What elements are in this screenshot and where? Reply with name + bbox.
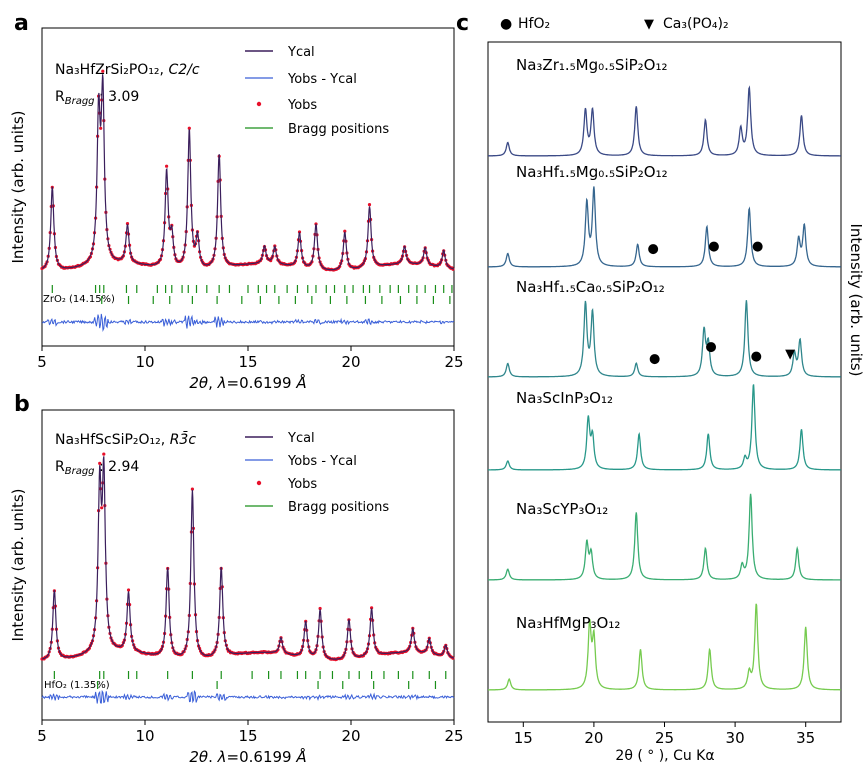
x-tick-label: 10 — [135, 727, 154, 745]
x-tick-label: 15 — [514, 729, 533, 747]
panel-a-diff-curve — [41, 313, 455, 332]
x-tick-label: 30 — [726, 729, 745, 747]
panel-b-rbragg: RBragg : 2.94 — [55, 459, 139, 477]
panel-b-xlabel: 2θ. λ=0.6199 Å — [189, 747, 306, 766]
panel-c-legend-hfo2: HfO₂ — [518, 16, 550, 32]
yobs-point — [187, 126, 191, 130]
legend-ycal: Ycal — [287, 431, 315, 446]
phase-marker: ● — [705, 340, 716, 355]
panel-b-ycal-curve — [41, 456, 455, 660]
panel-a-letter: a — [14, 11, 29, 36]
panel-b-letter: b — [14, 392, 30, 417]
panel-b-compound: Na₃HfScSiP₂O₁₂, R3̄c — [55, 430, 196, 448]
pattern-curve — [488, 493, 841, 581]
panel-b: Intensity (arb. units) Na₃HfScSiP₂O₁₂, R… — [9, 409, 464, 766]
pattern-curve — [488, 300, 841, 378]
panel-c-letter: c — [456, 11, 469, 36]
panel-c-series: Na₃Zr₁.₅Mg₀.₅SiP₂O₁₂ Na₃Hf₁.₅Mg₀.₅SiP₂O₁₂… — [488, 56, 841, 691]
yobs-point — [101, 69, 105, 73]
pattern-label: Na₃Hf₁.₅Ca₀.₅SiP₂O₁₂ — [516, 278, 665, 296]
panel-b-legend: Ycal Yobs - Ycal Yobs Bragg positions — [245, 431, 389, 515]
x-tick-label: 15 — [238, 727, 257, 745]
x-tick-label: 25 — [444, 727, 463, 745]
panel-b-diff-curve — [41, 689, 455, 704]
yobs-point — [100, 506, 104, 510]
x-tick-label: 5 — [37, 727, 47, 745]
panel-b-bragg-ticks — [53, 671, 447, 689]
pattern-label: Na₃ScInP₃O₁₂ — [516, 389, 613, 407]
panel-c-legend-hfo2-marker: ● — [500, 16, 512, 32]
yobs-point — [165, 164, 169, 168]
pattern-label: Na₃HfMgP₃O₁₂ — [516, 614, 620, 632]
yobs-point — [367, 203, 372, 207]
yobs-point — [343, 229, 347, 233]
legend-swatch-yobs — [256, 101, 262, 107]
panel-c-legend-ca3po4: Ca₃(PO₄)₂ — [663, 16, 729, 32]
panel-a-ycal-curve — [41, 74, 455, 271]
panel-b-xaxis: 5 10 15 20 25 — [37, 720, 464, 745]
pattern-label: Na₃Zr₁.₅Mg₀.₅SiP₂O₁₂ — [516, 56, 668, 74]
x-tick-label: 15 — [238, 353, 257, 371]
legend-diff: Yobs - Ycal — [287, 72, 357, 87]
phase-marker: ● — [648, 241, 659, 256]
pattern-curve — [488, 186, 841, 268]
panel-a-xaxis: 5 10 15 20 25 — [37, 346, 464, 371]
x-tick-label: 35 — [796, 729, 815, 747]
legend-bragg: Bragg positions — [288, 500, 389, 515]
legend-bragg: Bragg positions — [288, 122, 389, 137]
legend-diff: Yobs - Ycal — [287, 454, 357, 469]
panel-a-ylabel: Intensity (arb. units) — [9, 110, 27, 263]
yobs-point — [125, 222, 130, 226]
panel-a-yobs-points — [40, 69, 455, 272]
pattern-label: Na₃ScYP₃O₁₂ — [516, 500, 608, 518]
x-tick-label: 25 — [444, 353, 463, 371]
panel-a-rbragg: RBragg : 3.09 — [55, 89, 139, 107]
panel-b-ylabel: Intensity (arb. units) — [9, 488, 27, 641]
panel-a-xlabel: 2θ, λ=0.6199 Å — [189, 373, 306, 392]
phase-marker: ● — [649, 352, 660, 367]
pattern-curve — [488, 384, 841, 471]
yobs-point — [98, 461, 102, 465]
pattern-curve — [488, 603, 841, 691]
pattern-curve — [488, 85, 841, 157]
legend-ycal: Ycal — [287, 45, 315, 60]
panel-c-xaxis: 15 20 25 30 35 — [514, 722, 815, 747]
panel-a-legend: Ycal Yobs - Ycal Yobs Bragg positions — [245, 45, 389, 137]
yobs-point — [102, 452, 106, 456]
legend-yobs: Yobs — [287, 98, 317, 113]
x-tick-label: 20 — [341, 727, 360, 745]
legend-swatch-yobs — [256, 480, 262, 486]
yobs-point — [99, 126, 103, 130]
phase-marker: ● — [752, 239, 763, 254]
x-tick-label: 10 — [135, 353, 154, 371]
panel-a: Intensity (arb. units) Na₃HfZrSi₂PO₁₂, C… — [9, 27, 464, 392]
x-tick-label: 5 — [37, 353, 47, 371]
panel-a-phase-label: ZrO₂ (14.15%) — [43, 294, 115, 305]
phase-marker: ● — [751, 349, 762, 364]
panel-a-compound: Na₃HfZrSi₂PO₁₂, C2/c — [55, 62, 200, 78]
panel-a-bragg-ticks — [51, 285, 453, 304]
panel-b-phase-label: HfO₂ (1.35%) — [44, 680, 110, 691]
yobs-point — [190, 487, 194, 491]
x-tick-label: 20 — [341, 353, 360, 371]
panel-c: ● HfO₂ ▼ Ca₃(PO₄)₂ Intensity (arb. units… — [487, 16, 864, 764]
legend-yobs: Yobs — [287, 477, 317, 492]
panel-c-xlabel: 2θ ( ° ), Cu Kα — [615, 748, 714, 764]
pattern-label: Na₃Hf₁.₅Mg₀.₅SiP₂O₁₂ — [516, 163, 668, 181]
yobs-point — [318, 606, 322, 611]
x-tick-label: 20 — [584, 729, 603, 747]
phase-marker: ▼ — [785, 347, 795, 362]
yobs-point — [370, 606, 374, 610]
panel-c-ylabel: Intensity (arb. units) — [847, 223, 864, 376]
phase-marker: ● — [708, 239, 719, 254]
panel-c-legend-ca3po4-marker: ▼ — [644, 17, 654, 32]
x-tick-label: 25 — [655, 729, 674, 747]
yobs-point — [126, 588, 131, 592]
